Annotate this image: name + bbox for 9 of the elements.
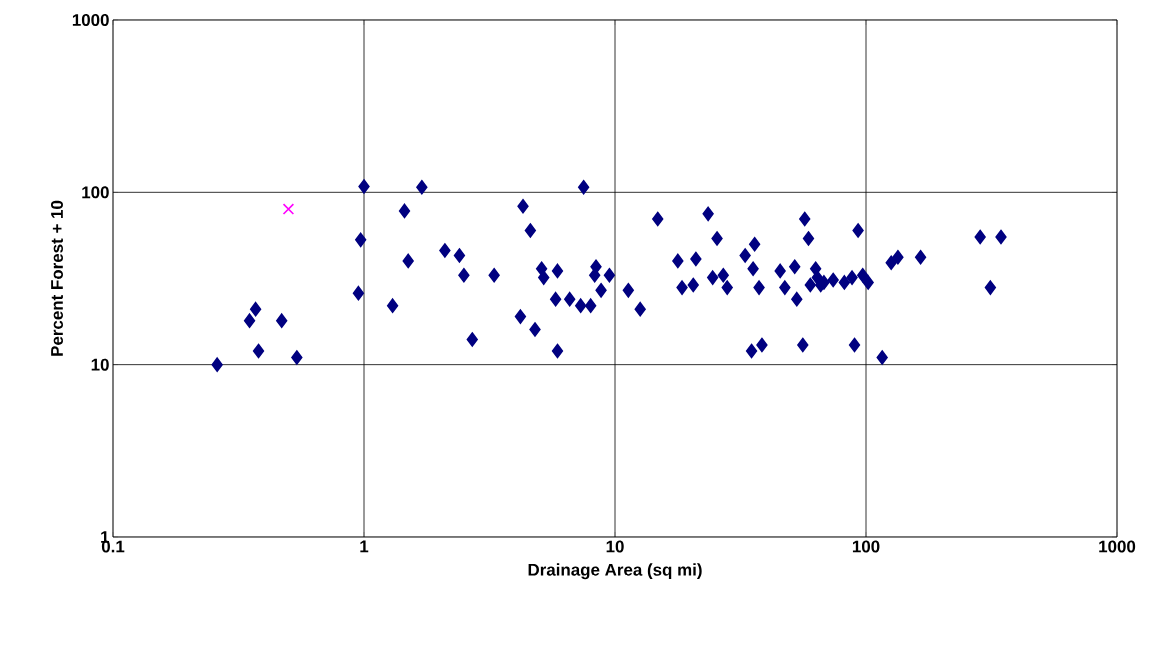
y-tick-label: 100 xyxy=(82,186,109,199)
x-tick-label: 1000 xyxy=(1099,540,1136,553)
x-axis-title: Drainage Area (sq mi) xyxy=(528,563,702,580)
y-axis-title: Percent Forest + 10 xyxy=(50,200,63,356)
x-tick-label: 100 xyxy=(852,540,880,553)
x-tick-label: 1 xyxy=(360,540,369,553)
y-tick-label: 10 xyxy=(91,358,109,371)
x-tick-label: 10 xyxy=(606,540,624,553)
y-tick-label: 1000 xyxy=(72,13,109,26)
